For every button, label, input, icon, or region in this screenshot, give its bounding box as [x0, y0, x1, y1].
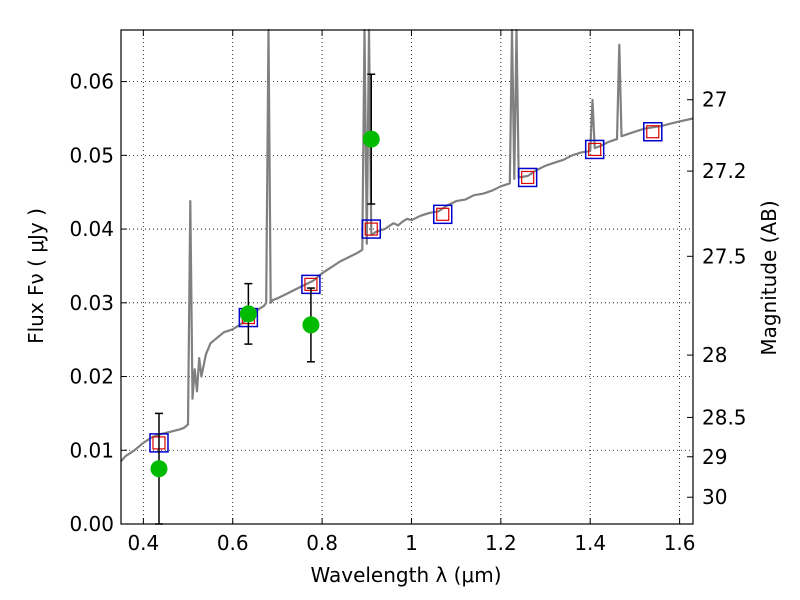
right-tick-label: 28.5: [702, 405, 747, 429]
observed-point: [239, 305, 257, 323]
x-tick-label: 1.4: [574, 531, 606, 555]
right-tick-label: 29: [702, 445, 727, 469]
right-tick-label: 27.5: [702, 244, 747, 268]
model-photometry-inner-square: [364, 222, 378, 236]
right-tick-label: 28: [702, 343, 727, 367]
data-layer: [120, 28, 694, 525]
right-tick-label: 27.2: [702, 159, 747, 183]
plot-frame: [120, 29, 694, 525]
y-tick-label: 0.01: [69, 438, 114, 462]
tick-layer: 0.4 0.6 0.8 1 1.2 1.4 1.6 0.00 0.01 0.02 0.03 0.04 0…: [69, 30, 747, 555]
observed-point: [302, 316, 320, 334]
right-axis-label: Magnitude (AB): [757, 200, 781, 355]
right-tick-label: 27: [702, 88, 727, 112]
x-tick-label: 1.6: [664, 531, 696, 555]
model-photometry-square: [584, 139, 605, 160]
x-tick-label: 1: [405, 531, 418, 555]
y-tick-label: 0.06: [69, 70, 114, 94]
y-tick-label: 0.04: [69, 217, 114, 241]
right-tick-label: 30: [702, 485, 727, 509]
model-photometry-inner-square: [646, 125, 660, 139]
y-axis-label: Flux Fν ( μJy ): [24, 208, 48, 344]
x-tick-label: 0.4: [127, 531, 159, 555]
observed-point: [150, 460, 168, 478]
grid-layer: [121, 30, 693, 525]
y-tick-label: 0.00: [69, 512, 114, 536]
model-photometry-square: [643, 121, 663, 142]
y-tick-label: 0.03: [69, 291, 114, 315]
x-axis-label: Wavelength λ (μm): [310, 563, 501, 587]
y-tick-label: 0.05: [69, 143, 114, 167]
x-tick-label: 0.8: [306, 531, 338, 555]
model-photometry-square: [361, 219, 381, 239]
model-photometry-inner-square: [588, 142, 602, 157]
model-photometry-square: [433, 204, 453, 225]
x-tick-label: 0.6: [217, 531, 249, 555]
observed-point: [362, 130, 380, 148]
model-photometry-inner-square: [436, 207, 450, 221]
model-spectrum-line: [120, 28, 694, 463]
model-photometry-square: [517, 167, 538, 188]
y-tick-label: 0.02: [69, 365, 114, 389]
model-photometry-inner-square: [521, 170, 535, 185]
x-tick-label: 1.2: [485, 531, 517, 555]
